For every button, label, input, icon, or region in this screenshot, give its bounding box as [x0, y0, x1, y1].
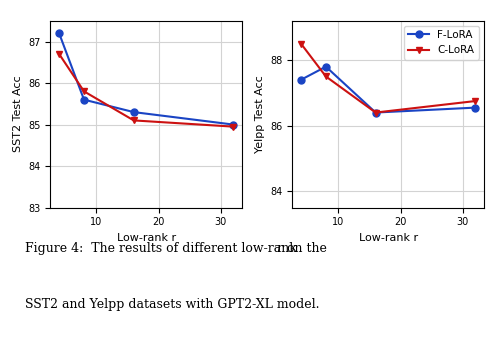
Y-axis label: SST2 Test Acc: SST2 Test Acc [13, 76, 23, 153]
X-axis label: Low-rank r: Low-rank r [358, 233, 418, 243]
Line: C-LoRA: C-LoRA [297, 40, 479, 116]
Text: r: r [276, 242, 282, 255]
C-LoRA [298, 42, 304, 46]
F-LoRA [472, 106, 478, 110]
C-LoRA [372, 110, 379, 115]
Text: SST2 and Yelpp datasets with GPT2-XL model.: SST2 and Yelpp datasets with GPT2-XL mod… [25, 298, 320, 311]
Text: Figure 4:  The results of different low-rank: Figure 4: The results of different low-r… [25, 242, 301, 255]
Legend: F-LoRA, C-LoRA: F-LoRA, C-LoRA [404, 26, 479, 60]
C-LoRA [323, 74, 329, 79]
Line: F-LoRA: F-LoRA [297, 63, 479, 116]
Y-axis label: Yelpp Test Acc: Yelpp Test Acc [255, 75, 265, 153]
C-LoRA [472, 99, 478, 103]
F-LoRA [298, 78, 304, 82]
Text: on the: on the [283, 242, 327, 255]
F-LoRA [323, 65, 329, 69]
F-LoRA [372, 110, 379, 115]
X-axis label: Low-rank r: Low-rank r [116, 233, 176, 243]
